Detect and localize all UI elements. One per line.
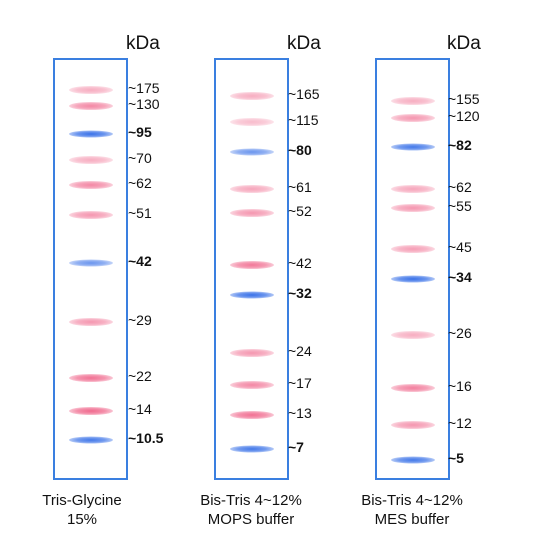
marker-label: ~24 [288,343,312,359]
marker-label: ~82 [448,137,472,153]
marker-label: ~45 [448,239,472,255]
marker-label: ~115 [288,112,319,128]
band-29 [68,318,113,326]
band-82 [390,143,435,151]
band-34 [390,275,435,283]
band-16 [390,384,435,392]
marker-label: ~120 [448,108,480,124]
marker-label: ~10.5 [128,430,164,446]
band-95 [68,130,113,138]
band-175 [68,86,113,94]
marker-label: ~34 [448,269,472,285]
band-80 [229,148,274,156]
gel-caption: Tris-Glycine 15% [22,491,142,529]
band-70 [68,156,113,164]
band-42 [229,261,274,269]
marker-label: ~22 [128,368,152,384]
marker-label: ~7 [288,439,304,455]
band-5 [390,456,435,464]
band-120 [390,114,435,122]
marker-label: ~14 [128,401,152,417]
marker-label: ~175 [128,80,160,96]
caption-line-2: MOPS buffer [207,511,295,528]
gel-lane [375,58,450,480]
gel-lane [214,58,289,480]
marker-label: ~62 [128,175,152,191]
marker-label: ~17 [288,375,312,391]
gel-caption: Bis-Tris 4~12% MES buffer [342,491,482,529]
band-165 [229,92,274,100]
marker-label: ~12 [448,415,472,431]
marker-label: ~130 [128,96,160,112]
caption-line-1: Tris-Glycine [42,492,122,509]
band-61 [229,185,274,193]
gel-lane [53,58,128,480]
band-45 [390,245,435,253]
marker-label: ~42 [128,253,152,269]
unit-label: kDa [447,33,481,54]
band-55 [390,204,435,212]
band-10-5 [68,436,113,444]
band-51 [68,211,113,219]
band-24 [229,349,274,357]
marker-label: ~51 [128,205,152,221]
unit-label: kDa [287,33,321,54]
marker-label: ~5 [448,450,464,466]
band-14 [68,407,113,415]
band-62 [390,185,435,193]
caption-line-2: MES buffer [374,511,450,528]
band-130 [68,102,113,110]
marker-label: ~62 [448,179,472,195]
marker-label: ~95 [128,124,152,140]
ladder-panel-tris-glycine: kDa ~175 ~130 ~95 ~70 ~62 ~51 ~42 ~29 ~22 ~14 ~10.… [0,0,183,550]
band-12 [390,421,435,429]
marker-label: ~61 [288,179,312,195]
marker-label: ~52 [288,203,312,219]
marker-label: ~29 [128,312,152,328]
caption-line-2: 15% [66,511,98,528]
marker-label: ~165 [288,86,320,102]
caption-line-1: Bis-Tris 4~12% [361,492,463,509]
marker-label: ~32 [288,285,312,301]
band-115 [229,118,274,126]
band-62 [68,181,113,189]
band-26 [390,331,435,339]
band-7 [229,445,274,453]
marker-label: ~26 [448,325,472,341]
band-22 [68,374,113,382]
band-13 [229,411,274,419]
gel-caption: Bis-Tris 4~12% MOPS buffer [181,491,321,529]
band-52 [229,209,274,217]
band-32 [229,291,274,299]
marker-label: ~16 [448,378,472,394]
band-17 [229,381,274,389]
marker-label: ~13 [288,405,312,421]
band-42 [68,259,113,267]
marker-label: ~42 [288,255,312,271]
caption-line-1: Bis-Tris 4~12% [200,492,302,509]
marker-label: ~55 [448,198,472,214]
unit-label: kDa [126,33,160,54]
marker-label: ~70 [128,150,152,166]
marker-label: ~155 [448,91,480,107]
band-155 [390,97,435,105]
marker-label: ~80 [288,142,312,158]
